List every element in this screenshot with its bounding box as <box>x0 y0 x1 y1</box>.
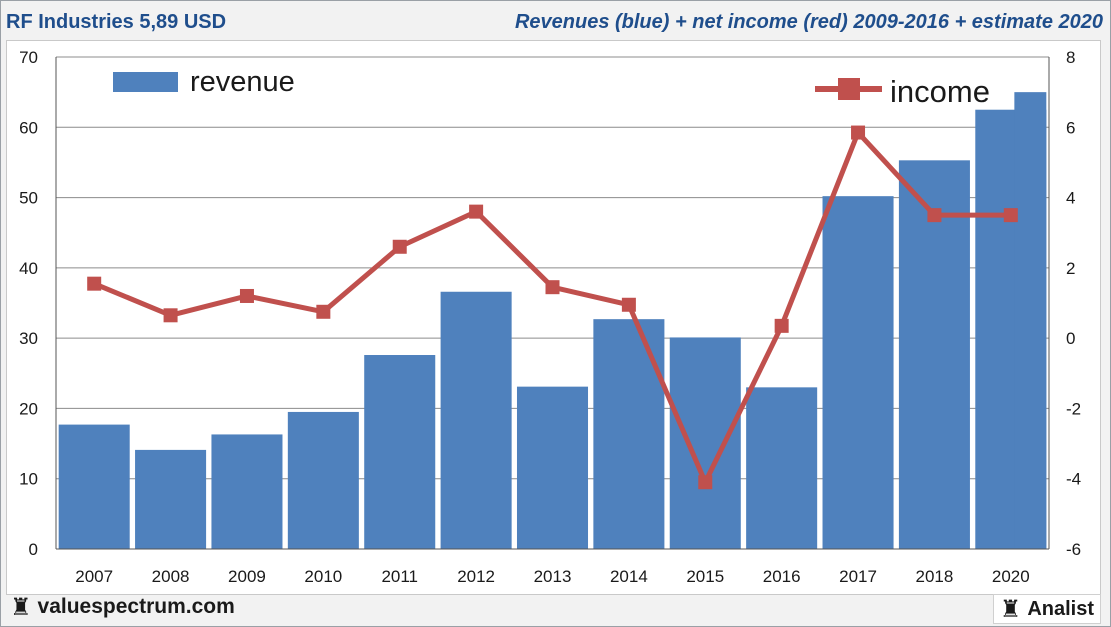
income-marker <box>698 475 713 490</box>
y-right-tick-label: 6 <box>1066 118 1075 137</box>
revenue-bar <box>593 319 665 549</box>
revenue-bar <box>135 449 207 549</box>
x-tick-label: 2015 <box>686 567 724 586</box>
revenue-estimate-bar <box>1014 92 1047 550</box>
revenue-bar <box>669 337 741 549</box>
legend-revenue-swatch <box>113 72 178 92</box>
y-left-tick-label: 30 <box>19 329 38 348</box>
income-marker <box>87 276 102 291</box>
y-left-tick-label: 50 <box>19 189 38 208</box>
income-marker <box>316 304 331 319</box>
y-right-tick-label: 2 <box>1066 259 1075 278</box>
income-marker <box>239 288 254 303</box>
x-tick-label: 2016 <box>763 567 801 586</box>
brand-label: Analist <box>1027 597 1094 620</box>
income-marker <box>1003 208 1018 223</box>
y-left-tick-label: 70 <box>19 48 38 67</box>
footer-site: ♜ valuespectrum.com <box>10 595 235 619</box>
y-left-tick-label: 20 <box>19 399 38 418</box>
y-right-tick-label: 4 <box>1066 189 1075 208</box>
y-left-tick-label: 40 <box>19 259 38 278</box>
revenue-bar <box>211 434 283 549</box>
revenue-bar <box>287 411 359 549</box>
y-left-tick-label: 10 <box>19 470 38 489</box>
y-right-tick-label: -6 <box>1066 540 1081 559</box>
x-tick-label: 2017 <box>839 567 877 586</box>
legend-revenue-label: revenue <box>190 66 295 98</box>
y-left-tick-label: 60 <box>19 118 38 137</box>
x-tick-label: 2020 <box>992 567 1030 586</box>
x-tick-label: 2007 <box>75 567 113 586</box>
revenue-bar <box>898 160 970 549</box>
site-label: valuespectrum.com <box>37 595 235 618</box>
y-right-tick-label: -4 <box>1066 470 1081 489</box>
y-right-tick-label: 0 <box>1066 329 1075 348</box>
income-marker <box>163 308 178 323</box>
chart-title: RF Industries 5,89 USD <box>6 11 227 33</box>
revenue-bar <box>440 291 512 549</box>
revenue-bar <box>364 355 436 549</box>
footer-brand: ♜ Analist <box>992 594 1101 624</box>
legend-income-label: income <box>890 74 990 109</box>
income-marker <box>851 125 866 140</box>
y-right-tick-label: -2 <box>1066 399 1081 418</box>
revenue-bar <box>58 424 130 549</box>
income-marker <box>621 297 636 312</box>
legend-income-marker <box>838 78 860 100</box>
income-marker <box>774 318 789 333</box>
x-tick-label: 2018 <box>916 567 954 586</box>
rook-icon: ♜ <box>999 595 1022 623</box>
income-marker <box>392 239 407 254</box>
income-marker <box>545 280 560 295</box>
income-marker <box>927 208 942 223</box>
x-tick-label: 2014 <box>610 567 648 586</box>
x-tick-label: 2009 <box>228 567 266 586</box>
y-right-tick-label: 8 <box>1066 48 1075 67</box>
x-tick-label: 2013 <box>534 567 572 586</box>
x-tick-label: 2010 <box>304 567 342 586</box>
income-marker <box>469 204 484 219</box>
y-left-tick-label: 0 <box>29 540 38 559</box>
chart-subtitle: Revenues (blue) + net income (red) 2009-… <box>514 11 1103 33</box>
x-tick-label: 2008 <box>152 567 190 586</box>
revenue-bar <box>822 196 894 549</box>
x-tick-label: 2011 <box>381 567 418 586</box>
x-tick-label: 2012 <box>457 567 495 586</box>
revenue-bar <box>746 387 818 549</box>
rook-icon: ♜ <box>10 593 32 621</box>
revenue-bar <box>516 386 589 549</box>
